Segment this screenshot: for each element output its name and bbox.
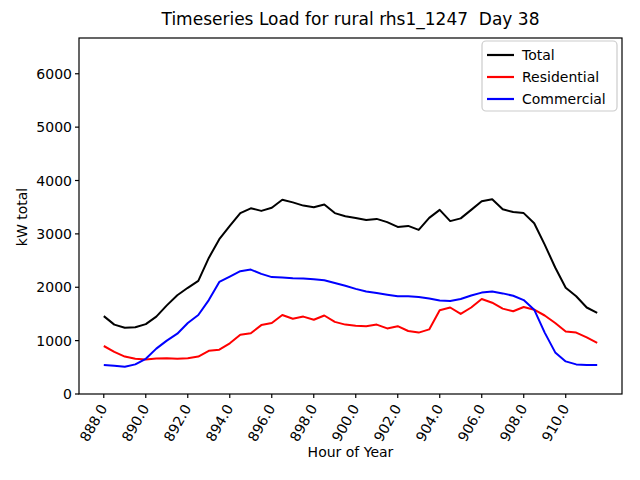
x-axis-label: Hour of Year [79,444,622,460]
chart-canvas: 888.0890.0892.0894.0896.0898.0900.0902.0… [0,0,640,480]
x-tick-label: 902.0 [370,402,404,445]
x-tick-label: 896.0 [244,402,278,445]
series-line-commercial [104,270,597,367]
legend-label-total: Total [521,47,555,63]
x-tick-label: 908.0 [496,402,530,445]
legend-label-commercial: Commercial [522,91,606,107]
series-line-residential [104,299,597,360]
x-tick-label: 906.0 [454,402,488,445]
y-tick-label: 6000 [36,66,72,82]
y-tick-label: 2000 [36,279,72,295]
x-tick-label: 888.0 [76,402,110,445]
x-tick-label: 910.0 [538,402,572,445]
y-tick-label: 1000 [36,333,72,349]
x-tick-label: 900.0 [328,402,362,445]
y-tick-label: 0 [63,386,72,402]
y-tick-label: 5000 [36,119,72,135]
x-tick-label: 904.0 [412,402,446,445]
y-tick-label: 3000 [36,226,72,242]
legend-label-residential: Residential [522,69,599,85]
x-tick-label: 898.0 [286,402,320,445]
y-axis-label: kW total [14,167,30,267]
x-tick-label: 890.0 [118,402,152,445]
series-line-total [104,199,597,328]
x-tick-label: 892.0 [160,402,194,445]
x-tick-label: 894.0 [202,402,236,445]
figure: Timeseries Load for rural rhs1_1247 Day … [0,0,640,480]
y-tick-label: 4000 [36,173,72,189]
